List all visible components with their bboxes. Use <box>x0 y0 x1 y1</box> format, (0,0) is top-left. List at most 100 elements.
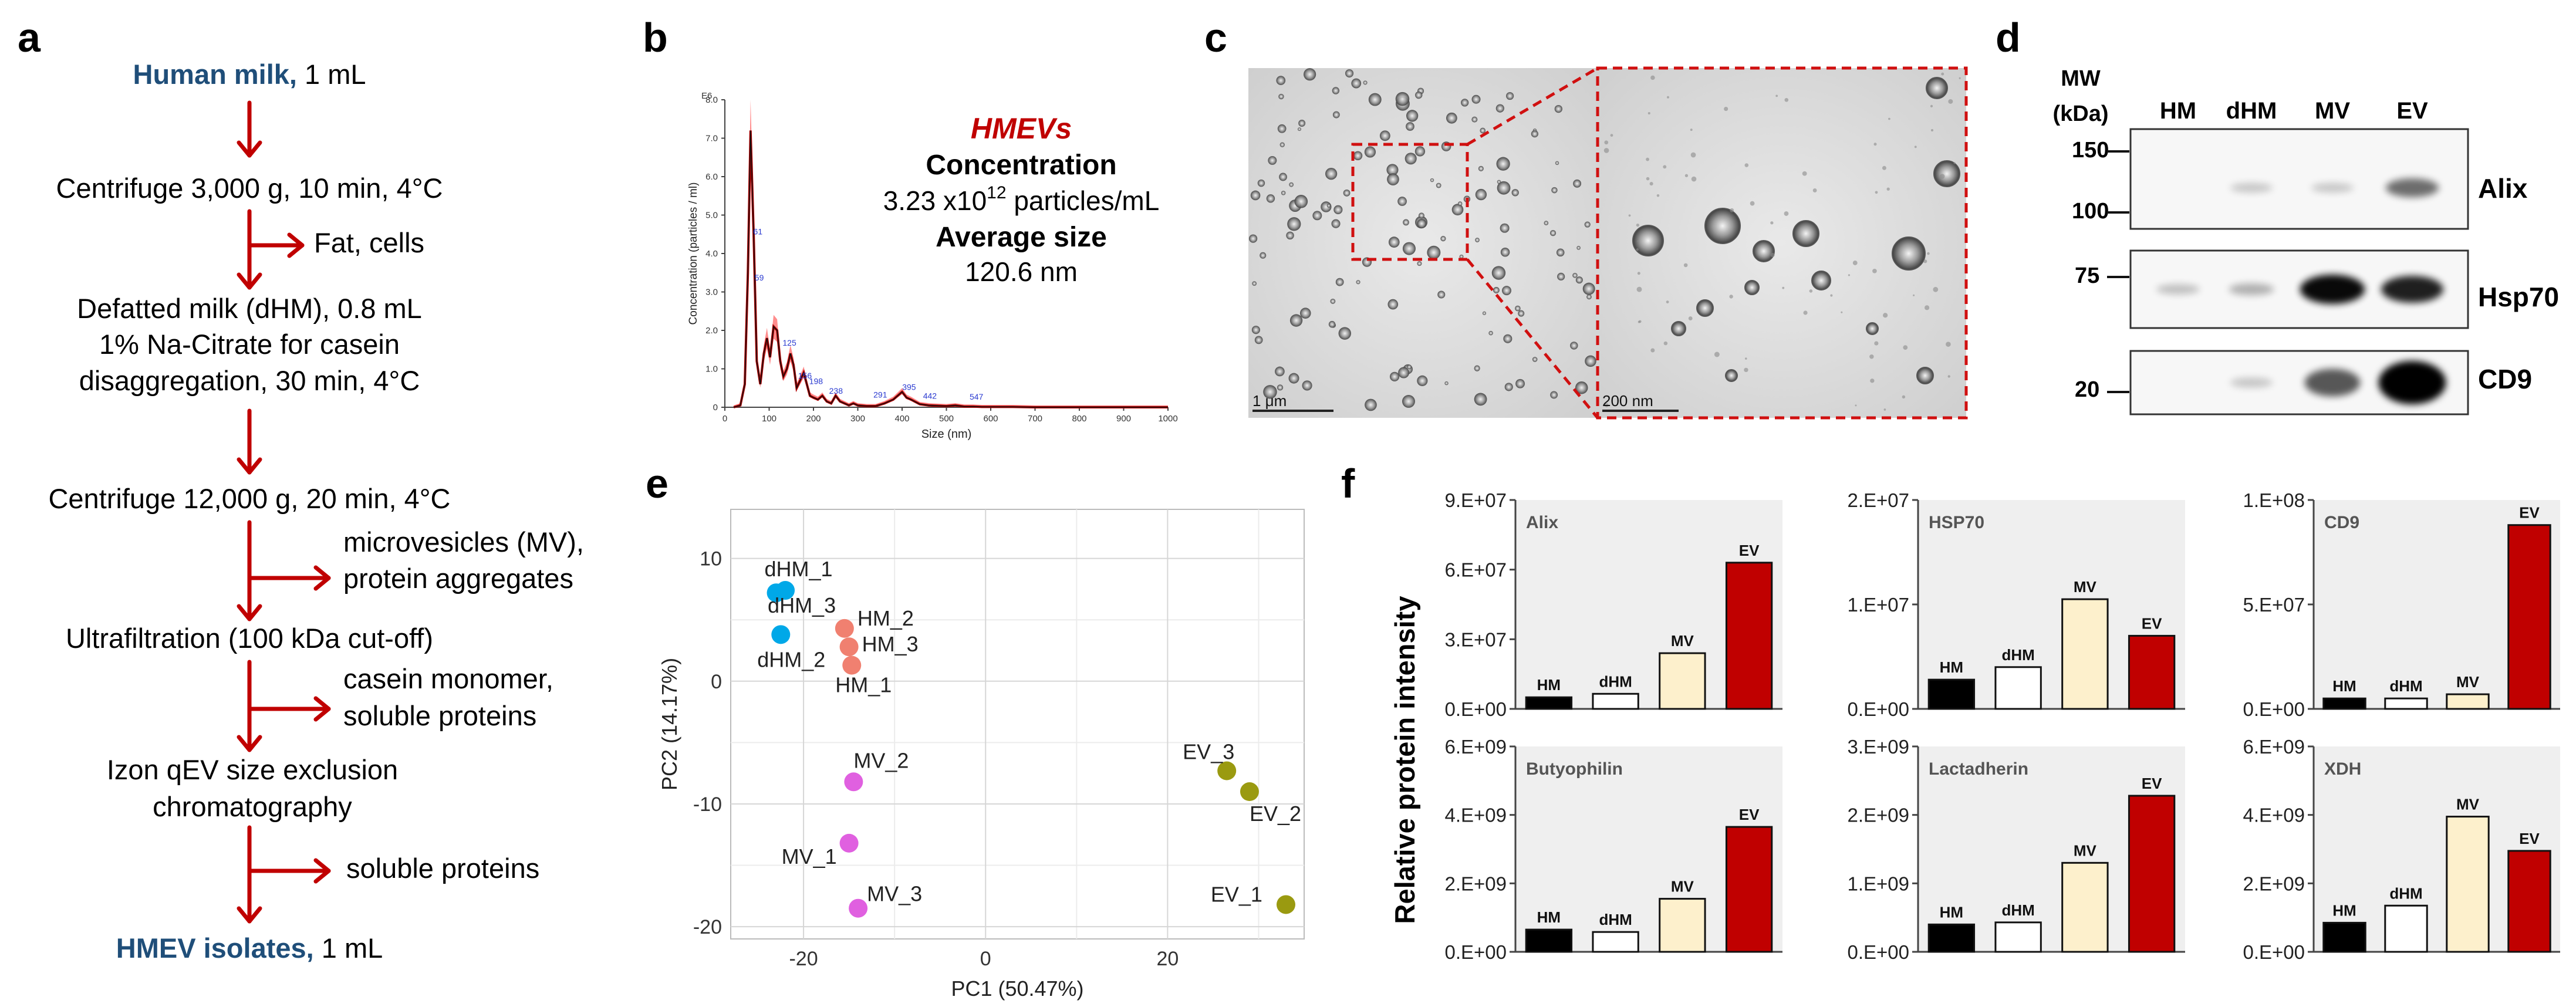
bar-chart-y-tick-label: 0.E+00 <box>1847 941 1909 963</box>
tem-debris <box>1830 294 1833 297</box>
tem-zoom-particles <box>1603 72 1961 411</box>
arrow-down-6-head <box>237 906 262 924</box>
tem-debris <box>1927 252 1930 255</box>
tem-particle <box>1573 179 1582 188</box>
tem-particle <box>1575 381 1588 394</box>
tem-particle <box>1582 282 1595 295</box>
bar-category-label: EV <box>2519 504 2540 522</box>
bar-chart-y-tick-label: 0.E+00 <box>2243 941 2305 963</box>
tem-debris <box>1946 342 1951 347</box>
panel-a-workflow: Human milk, 1 mL Centrifuge 3,000 g, 10 … <box>48 59 583 964</box>
pca-point-ev_1 <box>1276 895 1295 914</box>
tem-particle <box>1277 384 1284 391</box>
tem-particle <box>1326 204 1331 208</box>
bar-category-label: HM <box>1940 903 1963 921</box>
tem-particle <box>1427 245 1441 259</box>
bar-chart-y-tick-label: 6.E+09 <box>2243 736 2305 758</box>
tem-particle <box>1474 393 1487 406</box>
tem-debris <box>1873 143 1877 146</box>
tem-particle <box>1298 120 1306 127</box>
tem-particle <box>1478 165 1484 171</box>
workflow-start-volume: 1 mL <box>297 59 366 90</box>
arrow-side-casein-head <box>313 696 331 722</box>
tem-debris <box>1933 286 1939 292</box>
bar-chart-y-tick-label: 2.E+09 <box>1847 805 1909 826</box>
pca-point-label: HM_3 <box>862 632 919 656</box>
arrow-down-5-head <box>237 735 262 752</box>
tem-debris <box>1638 320 1642 323</box>
bar-hm <box>1927 923 1976 953</box>
bar-dhm <box>2384 697 2428 710</box>
panel-e-pca-chart: -20 0 20 10 0 -10 -20 PC1 (50.47%) PC2 (14.17%) d… <box>657 509 1305 1001</box>
tem-particle <box>1333 205 1343 214</box>
tem-debris <box>1663 341 1668 346</box>
tem-particle <box>1328 320 1336 328</box>
bar-category-label: EV <box>2142 614 2162 632</box>
bar-category-label: dHM <box>1599 673 1632 690</box>
tem-particle <box>1403 219 1409 226</box>
nta-y-tick-label: 2.0 <box>705 326 718 336</box>
tem-debris <box>1888 117 1890 120</box>
tem-particle <box>1495 104 1504 113</box>
tem-particle <box>1436 183 1441 188</box>
bar-category-label: MV <box>2456 673 2480 691</box>
tem-particle <box>1343 189 1351 197</box>
blot-band <box>2229 283 2274 295</box>
blot-strips <box>2129 128 2469 415</box>
tem-particle <box>1345 69 1354 78</box>
tem-particle <box>1544 221 1549 225</box>
tem-particle <box>1415 91 1423 99</box>
nta-peak-label: 291 <box>873 390 887 400</box>
tem-vesicle <box>1866 322 1879 335</box>
tem-scale-label-left: 1 μm <box>1252 392 1287 410</box>
bar-ev <box>1725 562 1773 710</box>
bar-category-label: HM <box>2332 677 2356 695</box>
nta-size-distribution-chart: 0 1.0 2.0 3.0 4.0 5.0 6.0 7.0 8.0 0 100 200 300 400 50… <box>687 91 1178 441</box>
tem-debris <box>1636 223 1640 227</box>
tem-particle <box>1497 180 1501 184</box>
tem-particle <box>1459 254 1464 259</box>
nta-conc-unit: particles/mL <box>1007 185 1160 216</box>
bar-category-label: EV <box>1739 542 1760 559</box>
blot-label-hsp70: Hsp70 <box>2478 282 2559 312</box>
tem-debris <box>1770 253 1775 258</box>
tem-debris <box>1882 165 1886 170</box>
tem-vesicle <box>1792 220 1819 247</box>
tem-particle <box>1332 87 1340 94</box>
bar-category-label: MV <box>1671 632 1694 650</box>
bar-category-label: EV <box>1739 806 1760 823</box>
tem-particle <box>1277 124 1287 133</box>
tem-particle <box>1576 246 1581 250</box>
bar-category-label: EV <box>2519 830 2540 847</box>
tem-debris <box>1656 194 1660 197</box>
tem-debris <box>1637 272 1640 275</box>
tem-particle <box>1289 182 1294 187</box>
tem-particle <box>1496 157 1510 171</box>
bar-chart-y-tick-label: 0.E+00 <box>1444 698 1507 720</box>
pca-point-hm_2 <box>835 619 854 638</box>
tem-particle <box>1457 201 1463 206</box>
tem-particle <box>1278 93 1284 100</box>
tem-debris <box>1923 259 1927 263</box>
tem-particle <box>1474 365 1480 371</box>
tem-debris <box>1959 77 1961 79</box>
tem-particle <box>1500 248 1510 257</box>
bar-mv <box>2446 816 2490 953</box>
bar-dhm <box>1592 692 1639 710</box>
blot-mw-label: MW <box>2061 66 2101 91</box>
panel-label-b: b <box>643 15 668 60</box>
blot-band <box>2378 361 2446 404</box>
bar-category-label: HM <box>1537 676 1561 694</box>
bar-category-label: HM <box>2332 901 2356 919</box>
blot-marker-150: 150 <box>2072 138 2109 163</box>
bar-chart-alix: 0.E+00 3.E+07 6.E+07 9.E+07 Alix HM dHM MV EV <box>1444 489 1782 720</box>
nta-y-tick-label: 5.0 <box>705 211 718 221</box>
blot-band <box>2230 183 2273 192</box>
arrow-down-2-head <box>237 272 262 290</box>
blot-label-cd9: CD9 <box>2478 364 2532 394</box>
tem-particle <box>1302 380 1312 391</box>
bar-chart-hsp70: 0.E+00 1.E+07 2.E+07 HSP70 HM dHM MV EV <box>1847 489 2185 720</box>
nta-peak-label: 238 <box>829 386 843 396</box>
tem-particle <box>1260 252 1267 259</box>
